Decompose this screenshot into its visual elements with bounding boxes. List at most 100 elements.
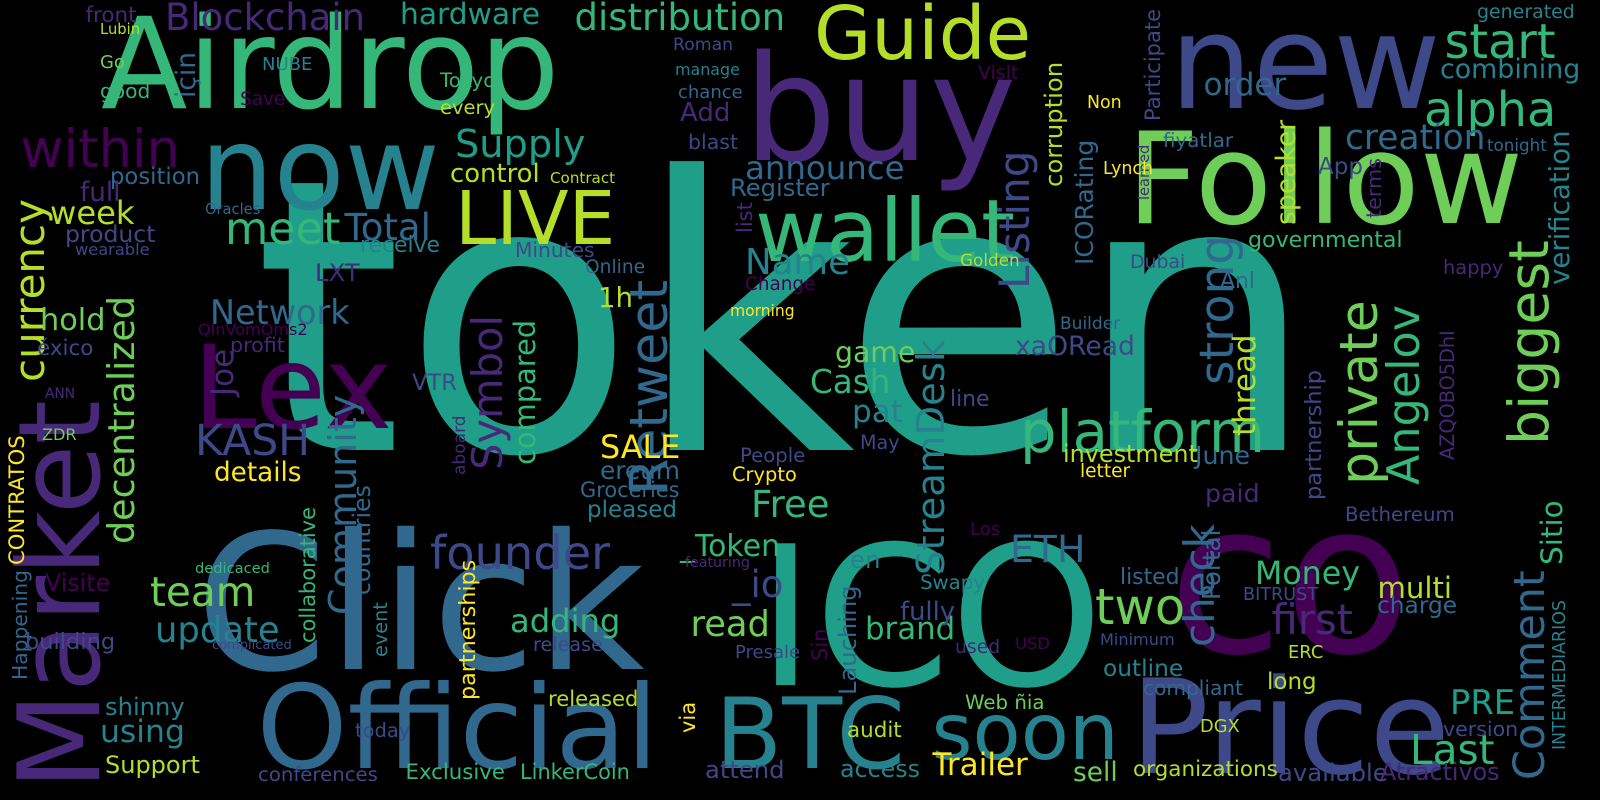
- word-adding: adding: [510, 601, 621, 640]
- word-xaoread: xaORead: [1015, 331, 1135, 362]
- word-sin: Sin: [807, 628, 832, 661]
- word-pre: PRE: [1450, 682, 1516, 722]
- word-anl: Anl: [1220, 269, 1256, 294]
- word-chance: chance: [678, 81, 743, 103]
- word-combining: combining: [1440, 53, 1581, 85]
- word-version: version: [1443, 717, 1519, 741]
- word-usd: USD: [1015, 634, 1050, 653]
- word-angelov: Angelov: [1379, 304, 1430, 485]
- word-available: available: [1278, 757, 1388, 787]
- word-audit: audit: [847, 718, 902, 743]
- word-creation: creation: [1345, 117, 1486, 158]
- word-happy: happy: [1443, 256, 1504, 279]
- word-people: People: [740, 443, 806, 467]
- word-btc: BTC: [715, 678, 905, 792]
- word-live: LIVE: [455, 176, 616, 262]
- word-now: now: [200, 102, 440, 237]
- word-dedicaced: dedicaced: [195, 560, 270, 577]
- word-attend: attend: [705, 755, 785, 784]
- word-ann: ANN: [45, 386, 76, 402]
- word-morning: morning: [730, 302, 795, 320]
- word-icin: için: [171, 51, 202, 98]
- word-today: today: [355, 719, 411, 742]
- word-control: control: [450, 159, 540, 189]
- word-access: access: [840, 755, 920, 783]
- word-june: June: [1195, 441, 1251, 470]
- word-streamdesk: StreamDesk: [909, 339, 954, 575]
- word-web-nia: Web ñia: [965, 690, 1045, 714]
- word-visit: Visit: [978, 61, 1019, 84]
- word-name: Name: [745, 241, 850, 283]
- word-happening: Happening: [8, 570, 32, 680]
- word-bethereum: Bethereum: [1345, 502, 1455, 526]
- word-compliant: compliant: [1143, 676, 1243, 700]
- word-online: Online: [585, 257, 646, 278]
- word-aboard: aboard: [449, 415, 470, 475]
- word-position: position: [110, 164, 201, 190]
- word-countries: countries: [347, 485, 376, 595]
- word-network: Network: [210, 292, 350, 332]
- word-wallet: wallet: [755, 181, 1016, 282]
- word-follow: Follow: [1126, 106, 1524, 253]
- word-exico: éxico: [37, 335, 94, 361]
- word-fully: fully: [900, 596, 956, 627]
- word-last: Last: [1410, 725, 1495, 774]
- word-free: Free: [751, 483, 830, 526]
- word-first: first: [1271, 595, 1354, 644]
- word-comment: Comment: [1504, 570, 1555, 780]
- word-token: token: [253, 97, 1317, 540]
- word-contract: Contract: [550, 168, 616, 187]
- word-hardware: hardware: [400, 0, 540, 32]
- word-list: list: [732, 202, 757, 233]
- word-crypto: Crypto: [732, 463, 797, 486]
- word-exclusive: Exclusive: [405, 760, 505, 785]
- word-change: Change: [745, 274, 816, 295]
- word-read: read: [690, 604, 770, 645]
- word-line: line: [950, 386, 990, 412]
- word-tokyo: Tokyo: [440, 68, 496, 92]
- word-hold: hold: [40, 302, 106, 338]
- word-receive: receive: [360, 232, 440, 258]
- word-featuring: featuring: [685, 555, 750, 571]
- word-announce: announce: [745, 148, 905, 187]
- word-visite: Visite: [45, 568, 111, 597]
- word-tonight: tonight: [1487, 134, 1547, 155]
- word-non: Non: [1087, 92, 1122, 113]
- word-week: week: [50, 193, 135, 232]
- word-event: event: [368, 602, 392, 657]
- word-click: Click: [195, 494, 645, 714]
- word-money: Money: [1255, 556, 1360, 592]
- word-letter: letter: [1080, 461, 1131, 482]
- word-brand: brand: [865, 611, 956, 647]
- word-symbol: Symbol: [462, 315, 512, 470]
- word-support: Support: [105, 750, 200, 779]
- word-bitrust: BITRUST: [1243, 584, 1319, 605]
- word-within: within: [20, 118, 180, 180]
- word-lauching: Lauching: [833, 585, 862, 695]
- word-qinvomoms2: QInVomOms2: [198, 320, 308, 339]
- word-details: details: [214, 457, 302, 488]
- word-eth: ETH: [1010, 527, 1086, 571]
- word-vtr: VTR: [412, 369, 457, 396]
- word-manage: manage: [675, 59, 740, 79]
- word-add: Add: [680, 98, 731, 128]
- word-new: new: [1169, 0, 1441, 139]
- word-sitio: Sitio: [1535, 500, 1569, 565]
- word-collaborative: collaborative: [295, 506, 320, 643]
- word-io: _io: [732, 563, 784, 606]
- word-complicated: complicated: [212, 637, 292, 653]
- word-shinny: shinny: [105, 692, 185, 721]
- word-corruption: corruption: [1038, 61, 1068, 187]
- word-contratos: CONTRATOS: [3, 435, 29, 565]
- word-lxt: LXT: [315, 258, 360, 287]
- word-building: building: [25, 629, 116, 655]
- word-partnerships: partnerships: [454, 559, 481, 700]
- word-lex: Lex: [192, 322, 393, 456]
- word-app: App: [1318, 154, 1363, 180]
- word-minimum: Minimum: [1100, 629, 1175, 649]
- word-update: update: [155, 609, 280, 651]
- word-platform: platform: [1020, 397, 1266, 466]
- word-pleased: pleased: [587, 496, 677, 523]
- word-1h: 1h: [598, 281, 634, 314]
